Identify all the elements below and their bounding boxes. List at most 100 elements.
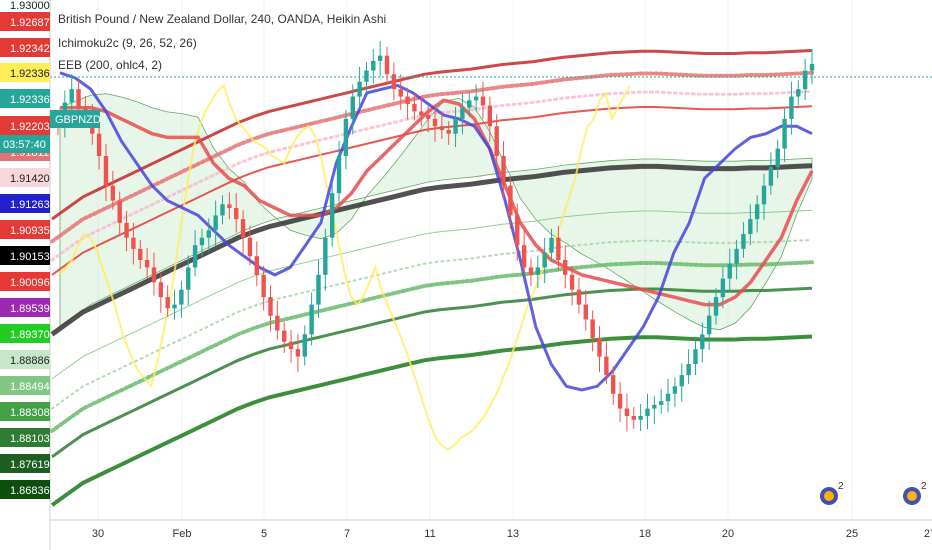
price-label-bg <box>0 350 50 369</box>
candle-body <box>247 237 253 257</box>
price-label: 1.89370 <box>10 329 50 341</box>
candle-body <box>412 104 417 112</box>
chart-title: British Pound / New Zealand Dollar, 240,… <box>58 12 386 26</box>
candle-body <box>124 222 129 238</box>
candle-body <box>501 156 506 186</box>
candle-body <box>802 70 808 90</box>
candle-body <box>645 408 650 416</box>
symbol-badge-text: GBPNZD <box>55 114 101 126</box>
candle-body <box>597 338 602 357</box>
candle-body <box>384 55 390 75</box>
candle-body <box>706 315 712 335</box>
price-label: 1.88308 <box>10 407 50 419</box>
candle-body <box>165 297 170 309</box>
price-label: 1.91420 <box>10 173 50 185</box>
candle-body <box>768 167 774 186</box>
price-label: 1.86836 <box>10 485 50 497</box>
candle-body <box>741 234 746 249</box>
candle-body <box>487 105 493 127</box>
x-tick-label: 13 <box>507 528 519 540</box>
countdown-text: 03:57:40 <box>3 139 46 151</box>
x-tick-label: 18 <box>639 528 651 540</box>
price-label: 1.90096 <box>10 277 50 289</box>
candle-body <box>268 297 273 316</box>
price-label-bg <box>0 428 50 447</box>
price-label-bg <box>0 376 50 395</box>
candle-body <box>508 185 513 216</box>
candle-body <box>96 133 102 156</box>
price-label-bg <box>0 38 50 57</box>
candle-body <box>796 89 801 97</box>
candle-body <box>549 237 554 253</box>
candle-body <box>515 215 520 246</box>
candle-body <box>103 156 109 186</box>
candle-body <box>638 416 643 420</box>
price-label: 1.90153 <box>10 251 50 263</box>
candle-body <box>131 237 136 249</box>
candle-body <box>700 334 705 350</box>
chikou-line <box>59 83 631 451</box>
candle-body <box>323 237 328 275</box>
indicator-lines <box>50 71 814 451</box>
candle-body <box>460 107 465 119</box>
candle-body <box>261 274 266 298</box>
candle-body <box>775 148 780 168</box>
candle-body <box>371 60 376 71</box>
x-tick-label: 20 <box>722 528 734 540</box>
price-label-bg <box>0 12 50 31</box>
x-tick-label: 5 <box>261 528 267 540</box>
price-label-bg <box>0 89 50 108</box>
candle-body <box>282 330 287 342</box>
candle-body <box>329 193 335 238</box>
candle-body <box>480 96 486 106</box>
candle-body <box>138 248 143 260</box>
candle-body <box>727 263 732 279</box>
band-7 <box>51 286 813 459</box>
candle-body <box>542 252 547 268</box>
candle-body <box>432 118 438 127</box>
event-icon-1[interactable]: 2 <box>820 481 844 505</box>
candle-body <box>144 260 150 268</box>
price-label-bg <box>0 402 50 421</box>
candle-body <box>172 304 177 309</box>
candle-body <box>336 156 342 194</box>
candle-body <box>563 260 568 275</box>
candle-body <box>467 100 472 108</box>
candle-body <box>316 274 321 305</box>
price-label-bg <box>0 168 50 187</box>
band-5 <box>51 238 813 410</box>
candle-body <box>535 267 541 275</box>
candle-body <box>227 204 232 208</box>
indicator-ichimoku: Ichimoku2c (9, 26, 52, 26) <box>58 36 197 50</box>
candle-body <box>672 386 678 394</box>
price-label: 1.92336 <box>10 68 50 80</box>
candle-body <box>240 219 246 238</box>
candle-body <box>809 63 815 71</box>
price-label: 1.87619 <box>10 459 50 471</box>
candle-body <box>693 349 698 364</box>
candle-body <box>69 89 74 103</box>
candle-body <box>350 96 355 119</box>
candle-body <box>364 70 369 82</box>
candle-body <box>186 267 191 290</box>
cloud-area <box>59 93 813 331</box>
basis-line <box>50 163 813 337</box>
event-icon-2[interactable]: 2 <box>903 481 927 505</box>
candle-body <box>295 349 301 357</box>
candle-body <box>631 416 636 420</box>
price-label: 1.93000 <box>10 0 50 12</box>
price-label: 1.89539 <box>10 303 50 315</box>
candle-body <box>439 126 445 130</box>
candle-body <box>453 118 458 134</box>
time-axis[interactable]: 30 Feb 5 7 11 13 18 20 25 27 <box>92 528 932 540</box>
candle-body <box>110 185 116 201</box>
price-label-bg <box>0 116 50 135</box>
candle-body <box>391 74 397 90</box>
candle-body <box>357 81 362 97</box>
svg-text:2: 2 <box>921 481 927 492</box>
x-tick-label: 25 <box>846 528 858 540</box>
candle-body <box>179 289 184 305</box>
countdown-badge: 03:57:40 <box>0 135 50 153</box>
candle-body <box>617 393 623 409</box>
